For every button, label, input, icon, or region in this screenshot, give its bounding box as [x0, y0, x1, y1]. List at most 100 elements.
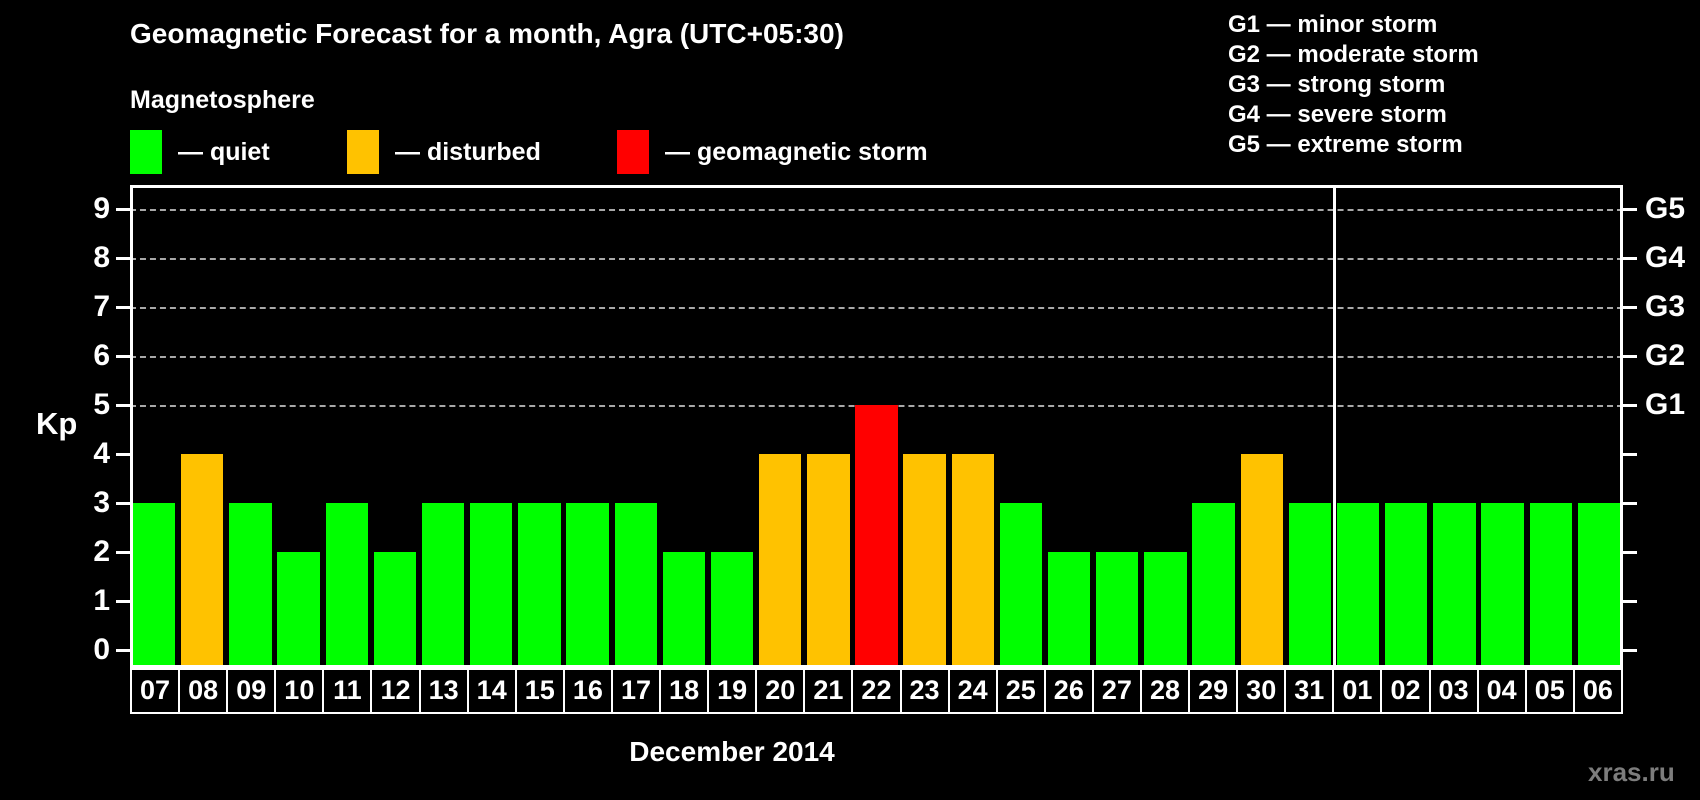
y-axis-tick-label: 4	[93, 437, 110, 470]
date-cell-23: 23	[899, 668, 950, 714]
y-axis-tick	[116, 208, 130, 211]
gridline-g3	[130, 307, 1623, 309]
plot-area	[130, 185, 1623, 668]
kp-bar-13	[421, 503, 465, 668]
kp-bar-18	[662, 552, 706, 668]
y-axis-tick-label: 5	[93, 388, 110, 421]
date-cell-11: 11	[322, 668, 373, 714]
kp-bar-06	[1577, 503, 1621, 668]
date-cell-18: 18	[659, 668, 710, 714]
y-axis-tick-label: 8	[93, 241, 110, 274]
y-axis-tick-label: 2	[93, 535, 110, 568]
kp-bar-12	[373, 552, 417, 668]
quiet-swatch	[130, 130, 162, 174]
g-axis-label: G1	[1645, 388, 1686, 421]
y-axis-tick-label: 0	[93, 633, 110, 666]
date-cell-15: 15	[514, 668, 565, 714]
date-cell-29: 29	[1188, 668, 1239, 714]
kp-bar-05	[1529, 503, 1572, 668]
kp-bar-02	[1385, 503, 1428, 668]
y-axis-tick	[116, 649, 130, 652]
y-axis-tick	[116, 600, 130, 603]
date-cell-03: 03	[1428, 668, 1479, 714]
date-cell-26: 26	[1043, 668, 1094, 714]
watermark: xras.ru	[1588, 757, 1675, 787]
date-cell-04: 04	[1476, 668, 1527, 714]
date-cell-09: 09	[226, 668, 277, 714]
right-axis-tick	[1623, 208, 1637, 211]
g-axis-label: G2	[1645, 339, 1686, 372]
x-axis-month-label: December 2014	[629, 736, 835, 767]
kp-bar-10	[277, 552, 320, 668]
y-axis-tick	[116, 453, 130, 456]
kp-bar-15	[518, 503, 561, 668]
right-axis-tick	[1623, 453, 1637, 456]
date-cell-22: 22	[851, 668, 902, 714]
kp-bar-31	[1288, 503, 1332, 668]
storm-label: — geomagnetic storm	[665, 138, 928, 166]
right-axis-tick	[1623, 257, 1637, 260]
date-cell-10: 10	[274, 668, 325, 714]
y-axis-tick-label: 9	[93, 192, 110, 225]
date-cell-12: 12	[370, 668, 421, 714]
month-divider-line	[1332, 185, 1336, 668]
x-axis-date-row: 07 08 09 10 11 12 13 14 15 16 17 18 19 20 21 22 23 24 25 26…	[130, 668, 1623, 714]
date-cell-17: 17	[610, 668, 662, 714]
kp-bar-30	[1240, 454, 1283, 668]
y-axis-tick	[116, 257, 130, 260]
kp-bar-22	[855, 405, 898, 668]
kp-bar-07	[132, 503, 176, 668]
y-axis-tick-label: 6	[93, 339, 110, 372]
y-axis-tick	[116, 404, 130, 407]
kp-bar-21	[807, 454, 850, 668]
g-legend-line: G2 — moderate storm	[1228, 41, 1479, 68]
y-axis-tick	[116, 502, 130, 505]
date-cell-28: 28	[1139, 668, 1191, 714]
quiet-label: — quiet	[178, 138, 270, 166]
g-legend-line: G1 — minor storm	[1228, 11, 1438, 38]
kp-bar-23	[903, 454, 946, 668]
kp-bar-01	[1336, 503, 1380, 668]
right-axis-tick	[1623, 502, 1637, 505]
right-axis-tick	[1623, 355, 1637, 358]
y-axis-tick-label: 1	[93, 584, 110, 617]
magnetosphere-legend-heading: Magnetosphere	[130, 86, 315, 114]
date-cell-06: 06	[1572, 668, 1623, 714]
kp-bar-14	[470, 503, 513, 668]
g-axis-label: G4	[1645, 241, 1686, 274]
kp-bar-29	[1192, 503, 1235, 668]
date-cell-08: 08	[178, 668, 229, 714]
kp-bar-11	[325, 503, 368, 668]
right-axis-tick	[1623, 551, 1637, 554]
g-scale-legend: G1 — minor storm G2 — moderate storm G3 — …	[1228, 10, 1479, 160]
gridline-g5	[130, 209, 1623, 211]
y-axis-tick	[116, 551, 130, 554]
date-cell-30: 30	[1236, 668, 1287, 714]
y-axis-tick	[116, 355, 130, 358]
right-axis-tick	[1623, 306, 1637, 309]
kp-bar-24	[951, 454, 994, 668]
kp-bar-08	[181, 454, 224, 668]
date-cell-02: 02	[1380, 668, 1431, 714]
storm-swatch	[617, 130, 649, 174]
kp-bar-03	[1433, 503, 1476, 668]
date-cell-24: 24	[947, 668, 998, 714]
date-cell-21: 21	[803, 668, 854, 714]
kp-bar-20	[758, 454, 802, 668]
g-axis-label: G5	[1645, 192, 1686, 225]
date-cell-25: 25	[995, 668, 1046, 714]
kp-bar-04	[1481, 503, 1524, 668]
kp-bar-17	[614, 503, 657, 668]
g-legend-line: G4 — severe storm	[1228, 101, 1447, 128]
kp-bar-25	[999, 503, 1043, 668]
gridline-g4	[130, 258, 1623, 260]
y-axis-tick-label: 7	[93, 290, 110, 323]
kp-bar-09	[229, 503, 272, 668]
kp-bar-26	[1047, 552, 1091, 668]
kp-bar-27	[1096, 552, 1139, 668]
kp-bar-19	[710, 552, 754, 668]
date-cell-05: 05	[1524, 668, 1575, 714]
g-legend-line: G3 — strong storm	[1228, 71, 1446, 98]
g-legend-line: G5 — extreme storm	[1228, 131, 1463, 158]
